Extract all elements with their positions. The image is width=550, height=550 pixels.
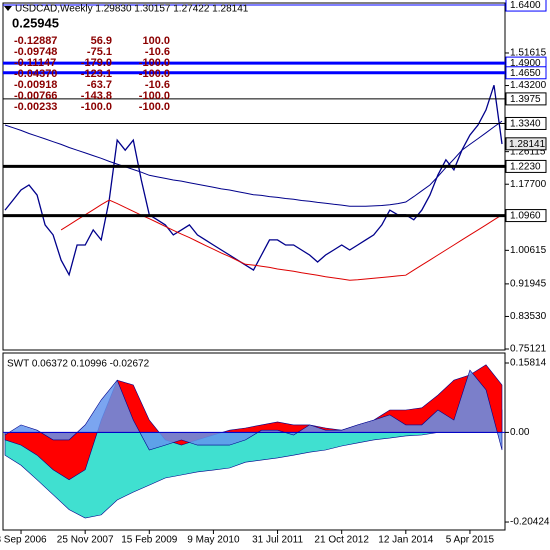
- x-tick-label: 12 Jan 2014: [378, 535, 433, 546]
- last-price-label: 1.28141: [509, 139, 546, 150]
- x-tick-label: 25 Nov 2007: [57, 535, 114, 546]
- y-tick-label: 1.26115: [510, 146, 546, 157]
- level-label: 1.4650: [510, 68, 541, 79]
- stat-cell: -143.8: [81, 90, 112, 102]
- x-tick-label: 31 Jul 2011: [252, 535, 303, 546]
- stat-cell: -10.6: [145, 46, 170, 58]
- level-label: 1.4900: [510, 58, 541, 69]
- chart-title: USDCAD,Weekly 1.29830 1.30157 1.27422 1.…: [15, 4, 249, 15]
- indicator-area: [4, 364, 503, 481]
- indicator-title: SWT 0.06372 0.10996 -0.02672: [7, 359, 150, 370]
- indicator-area: [4, 369, 503, 451]
- level-label-box: [505, 66, 547, 80]
- y-tick-label: 1.00615: [510, 245, 547, 256]
- stat-cell: -100.0: [139, 57, 170, 69]
- annotation: 0.25945: [12, 15, 59, 30]
- level-label-box: [505, 0, 547, 12]
- price-panel: [2, 2, 506, 351]
- y-tick-label: 0.15814: [510, 358, 547, 369]
- level-label: 1.3340: [510, 119, 541, 130]
- level-label: 1.2230: [510, 162, 541, 173]
- stat-cell: -75.1: [87, 46, 112, 58]
- x-tick-label: 9 May 2010: [187, 535, 240, 546]
- level-label: 1.3975: [510, 94, 541, 105]
- price-line: [4, 120, 503, 207]
- menu-icon: [4, 6, 12, 11]
- y-tick-label: 0.91945: [510, 279, 547, 290]
- stat-cell: -0.11147: [14, 57, 56, 69]
- stat-cell: -100.0: [139, 68, 170, 80]
- price-line: [60, 199, 503, 281]
- level-label: 1.0960: [510, 211, 541, 222]
- plot-layer: [3, 4, 509, 534]
- y-tick-label: 0.75121: [510, 344, 547, 355]
- y-tick-label: 0.83530: [510, 311, 547, 322]
- y-tick-label: 1.51615: [510, 48, 547, 59]
- y-tick-label: -0.20424: [510, 517, 550, 528]
- stat-cell: 100.0: [142, 35, 170, 47]
- level-label-box: [505, 159, 547, 173]
- stat-cell: -100.0: [139, 90, 170, 102]
- stat-cell: -0.00233: [14, 101, 57, 113]
- level-label: 1.6400: [510, 0, 541, 11]
- stat-cell: -0.09748: [14, 46, 57, 58]
- stat-cell: -0.00918: [14, 79, 57, 91]
- x-tick-label: 15 Feb 2009: [121, 535, 178, 546]
- last-price-box: [505, 137, 547, 151]
- level-label-box: [505, 92, 547, 106]
- stat-cell: -100.0: [139, 101, 170, 113]
- x-tick-label: 21 Oct 2012: [314, 535, 369, 546]
- stat-cell: -123.1: [81, 68, 112, 80]
- y-tick-label: 1.17700: [510, 179, 547, 190]
- x-tick-label: 5 Apr 2015: [446, 535, 495, 546]
- stat-cell: -63.7: [87, 79, 112, 91]
- stat-cell: -0.04370: [14, 68, 57, 80]
- stat-cell: -100.0: [81, 101, 112, 113]
- stat-cell: -0.00766: [14, 90, 57, 102]
- y-tick-label: 0.00: [510, 427, 530, 438]
- price-line: [4, 84, 503, 277]
- level-label-box: [505, 116, 547, 130]
- stat-cell: -179.0: [81, 57, 112, 69]
- stat-cell: -0.12887: [14, 35, 57, 47]
- level-label-box: [505, 209, 547, 223]
- stat-cell: -10.6: [145, 79, 170, 91]
- y-tick-label: 1.43200: [510, 80, 547, 91]
- x-tick-label: 3 Sep 2006: [0, 535, 47, 546]
- stat-cell: 56.9: [91, 35, 112, 47]
